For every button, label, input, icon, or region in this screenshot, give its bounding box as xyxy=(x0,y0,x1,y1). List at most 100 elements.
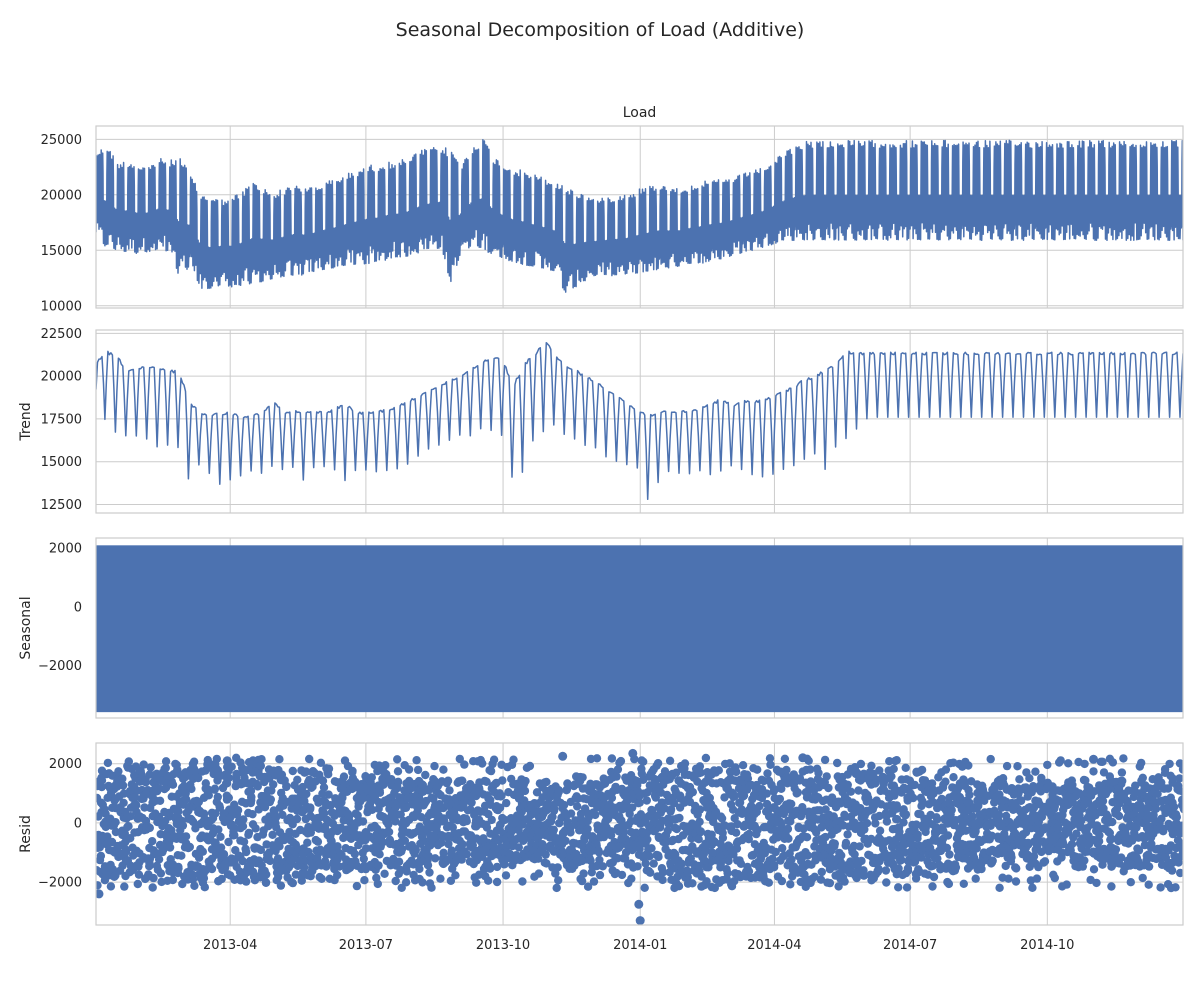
resid-point xyxy=(194,773,203,783)
resid-point xyxy=(765,754,775,763)
resid-point xyxy=(1138,873,1147,883)
resid-point xyxy=(1176,868,1183,878)
resid-point xyxy=(787,855,796,864)
resid-point xyxy=(253,782,262,791)
panel-frame xyxy=(95,125,1184,309)
resid-point xyxy=(639,757,648,766)
resid-point xyxy=(487,815,496,825)
resid-point xyxy=(810,872,819,881)
resid-point xyxy=(241,844,250,854)
resid-point xyxy=(461,814,471,823)
resid-point xyxy=(628,803,637,812)
resid-point xyxy=(736,859,746,868)
resid-point xyxy=(857,856,866,866)
resid-point xyxy=(439,814,448,823)
trend-line xyxy=(96,341,1183,501)
resid-point xyxy=(902,883,912,892)
resid-point xyxy=(302,789,311,799)
resid-point xyxy=(121,847,131,856)
x-tick-label: 2014-10 xyxy=(1020,938,1074,953)
resid-point xyxy=(595,870,605,880)
resid-point xyxy=(298,782,307,792)
resid-point xyxy=(485,864,495,873)
resid-point xyxy=(771,847,780,857)
resid-point xyxy=(769,863,779,872)
resid-point xyxy=(856,804,865,813)
resid-point xyxy=(894,864,903,873)
resid-point xyxy=(1134,846,1144,855)
resid-point xyxy=(358,817,368,826)
resid-point xyxy=(775,794,785,804)
resid-point xyxy=(542,859,551,868)
resid-point xyxy=(145,823,154,833)
resid-point xyxy=(552,883,561,893)
resid-outlier xyxy=(1089,754,1098,764)
resid-point xyxy=(971,874,980,883)
resid-point xyxy=(114,848,124,857)
y-tick-label: 17500 xyxy=(41,412,82,427)
resid-point xyxy=(165,843,175,852)
resid-point xyxy=(795,774,805,783)
resid-point xyxy=(867,761,876,770)
resid-point xyxy=(941,777,950,786)
resid-point xyxy=(486,766,496,776)
resid-point xyxy=(155,796,165,805)
resid-point xyxy=(779,809,789,819)
resid-point xyxy=(875,766,884,775)
load-line xyxy=(96,138,1183,293)
resid-point xyxy=(111,818,120,827)
resid-point xyxy=(1012,864,1021,873)
resid-point xyxy=(415,864,424,874)
resid-point xyxy=(909,793,918,803)
resid-point xyxy=(856,759,866,769)
resid-point xyxy=(1090,787,1099,796)
resid-point xyxy=(559,800,569,810)
resid-point xyxy=(156,869,166,878)
resid-point xyxy=(753,765,762,774)
resid-point xyxy=(1132,853,1142,863)
resid-point xyxy=(1006,857,1016,866)
resid-point xyxy=(1168,774,1177,783)
y-tick-label: −2000 xyxy=(38,876,82,891)
resid-point xyxy=(190,881,199,890)
resid-point xyxy=(282,781,291,791)
resid-point xyxy=(907,834,916,843)
resid-point xyxy=(238,856,247,866)
resid-point xyxy=(606,827,616,836)
panel-3: −2000 0 2000 Seasonal xyxy=(18,537,1184,719)
resid-point xyxy=(625,809,634,819)
resid-point xyxy=(1114,811,1124,821)
resid-point xyxy=(563,779,572,788)
resid-point xyxy=(311,777,320,786)
resid-point xyxy=(316,758,326,767)
resid-point xyxy=(1153,789,1162,798)
resid-point xyxy=(429,794,438,804)
resid-point xyxy=(333,870,342,880)
resid-point xyxy=(467,798,476,807)
resid-point xyxy=(265,856,275,866)
resid-point xyxy=(1007,784,1016,793)
resid-point xyxy=(910,780,919,790)
resid-point xyxy=(97,782,107,792)
resid-point xyxy=(256,845,266,855)
resid-point xyxy=(680,759,690,768)
series-4 xyxy=(96,748,1183,925)
resid-point xyxy=(717,842,727,851)
resid-point xyxy=(702,877,711,886)
resid-point xyxy=(266,795,275,804)
resid-point xyxy=(421,770,430,780)
resid-point xyxy=(945,850,954,859)
resid-point xyxy=(224,793,233,802)
resid-point xyxy=(959,879,968,888)
resid-point xyxy=(653,759,663,768)
resid-point xyxy=(730,877,739,886)
resid-point xyxy=(714,766,723,775)
resid-point xyxy=(97,776,107,785)
resid-point xyxy=(777,784,786,793)
resid-point xyxy=(901,810,911,819)
resid-point xyxy=(436,874,445,883)
resid-point xyxy=(723,868,732,878)
resid-point xyxy=(768,854,777,863)
resid-point xyxy=(207,864,217,874)
